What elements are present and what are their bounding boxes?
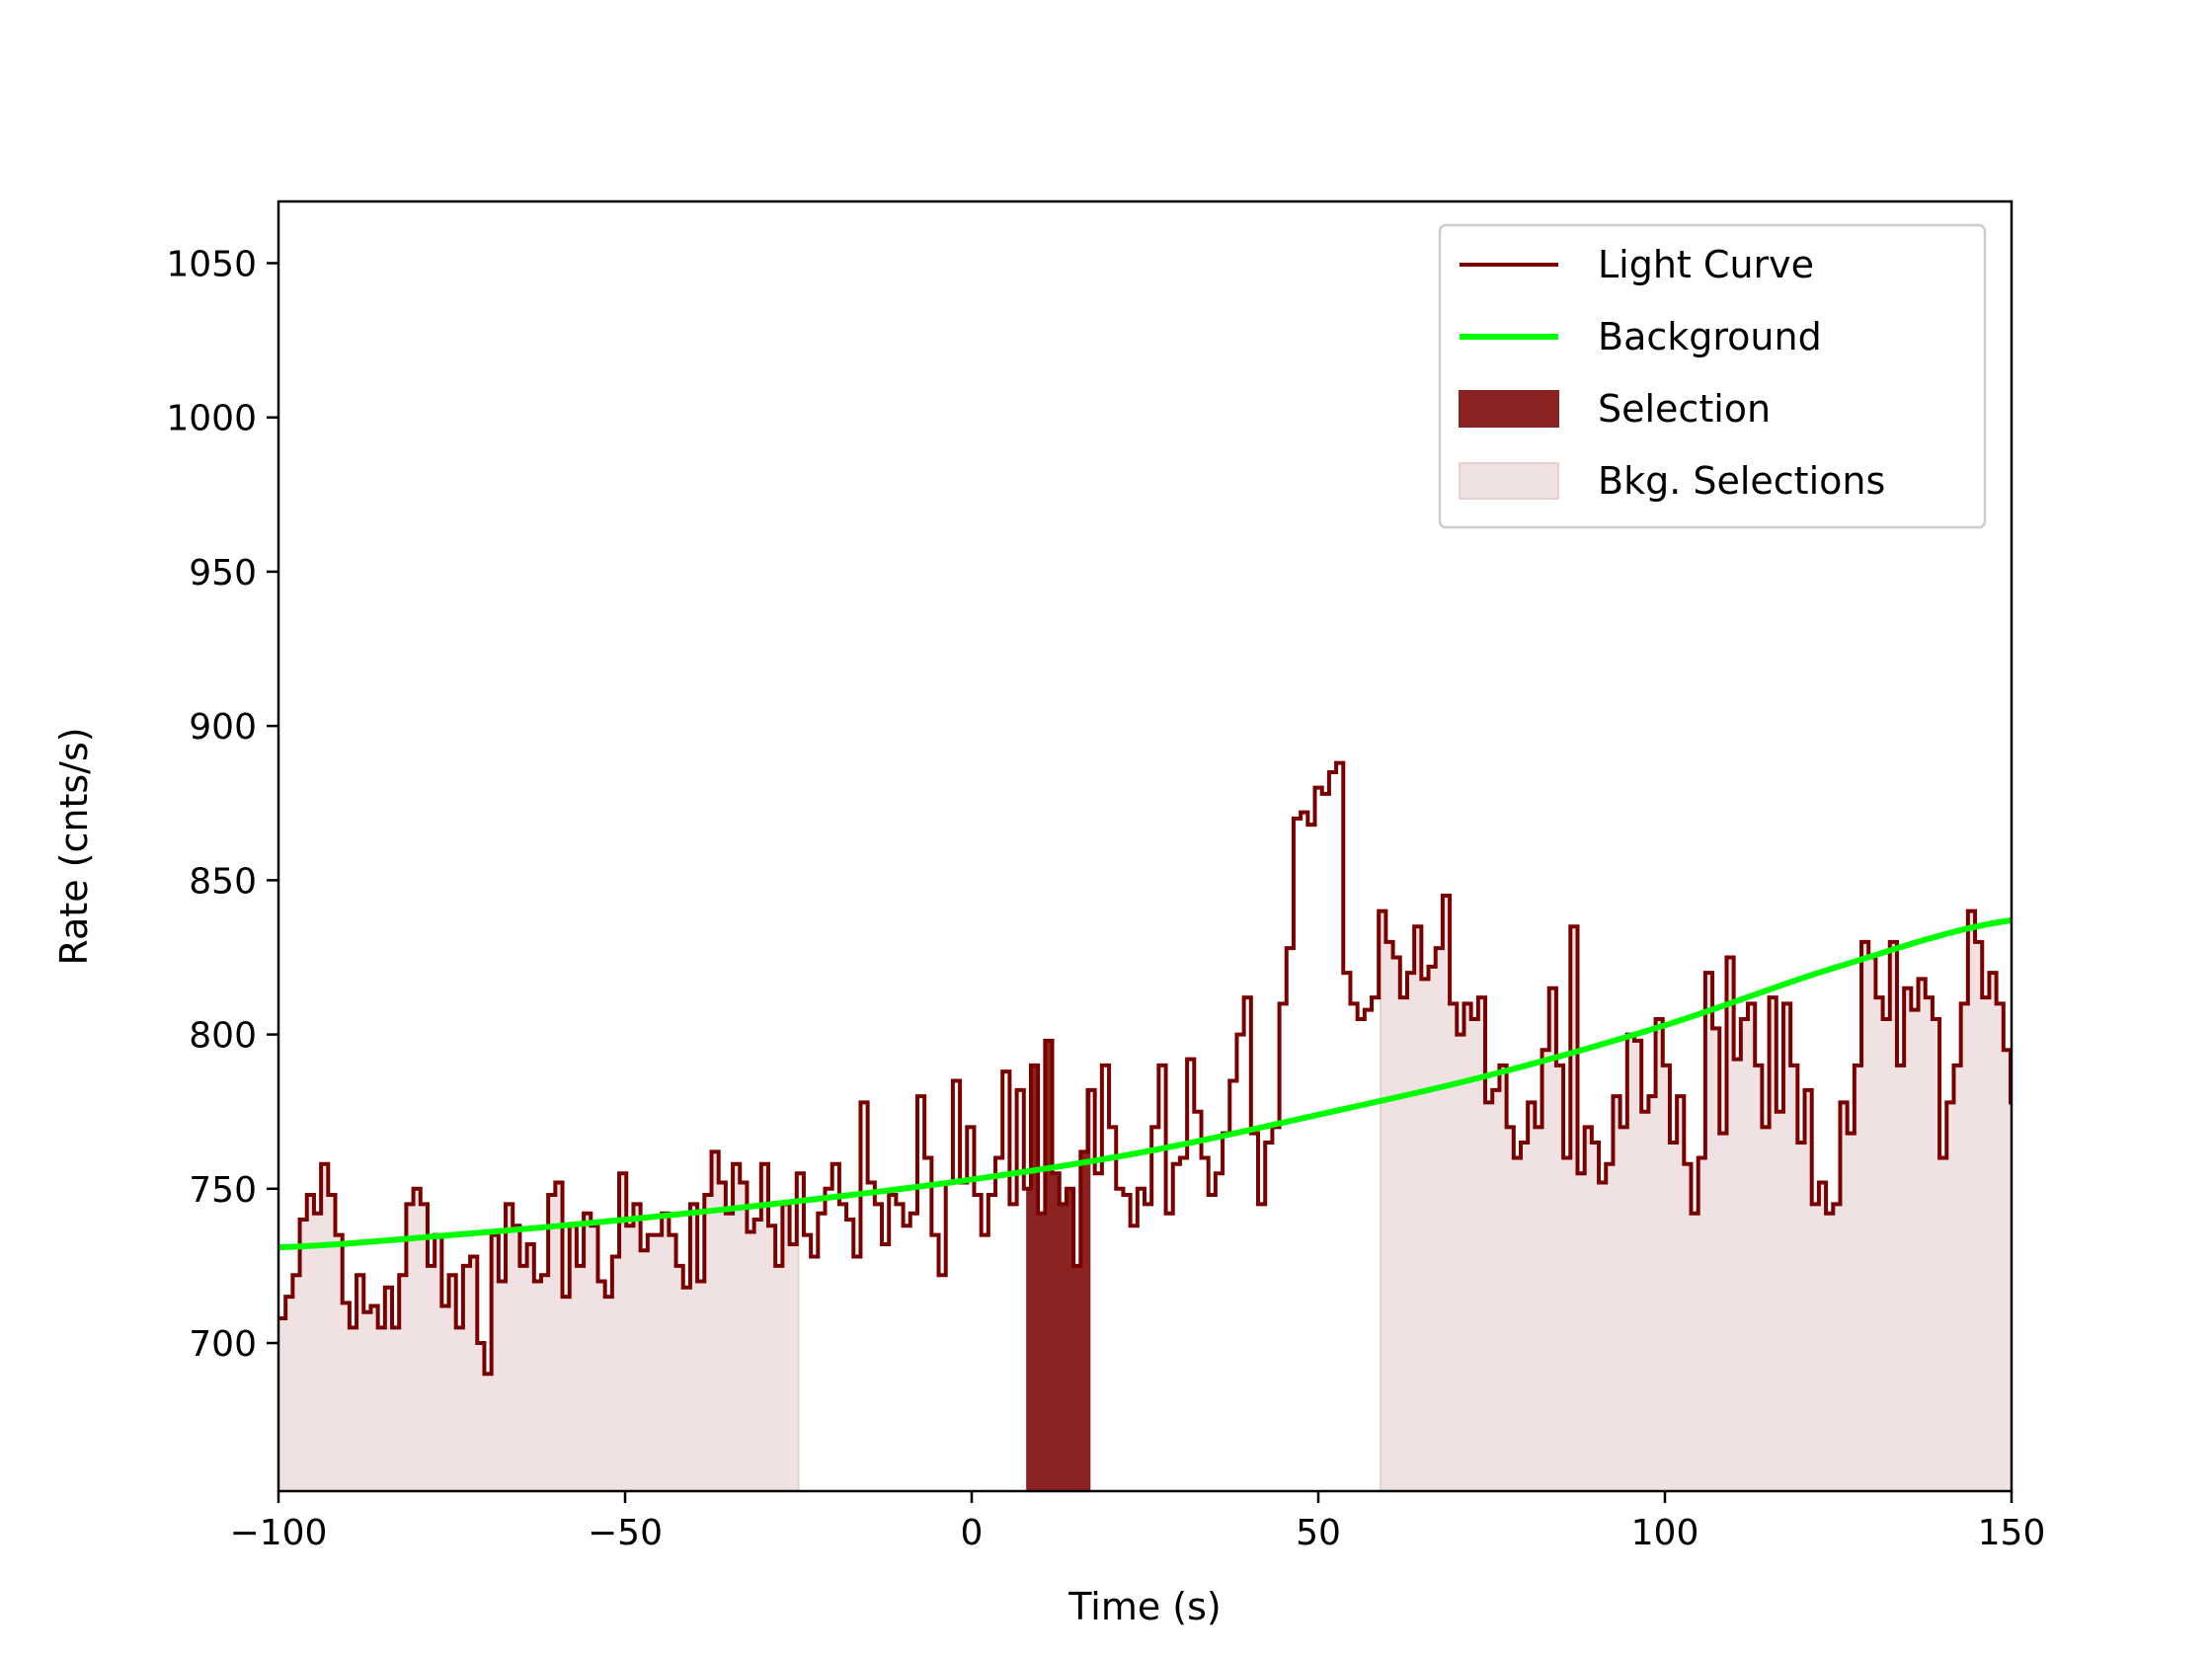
x-tick-label: 150 — [1978, 1513, 2046, 1553]
x-tick-label: −50 — [588, 1513, 663, 1553]
legend-label: Bkg. Selections — [1598, 459, 1885, 503]
legend-swatch-patch — [1459, 390, 1559, 428]
x-tick-label: 0 — [961, 1513, 984, 1553]
background-fit-line — [277, 917, 2013, 1251]
x-tick-label: 50 — [1296, 1513, 1341, 1553]
legend-label: Selection — [1598, 387, 1771, 431]
y-tick-label: 950 — [189, 553, 257, 593]
y-tick-label: 800 — [189, 1016, 257, 1057]
y-tick-label: 700 — [189, 1324, 257, 1365]
light-curve-layer — [278, 760, 2013, 1377]
legend-box — [1438, 223, 1987, 529]
y-tick-label: 900 — [189, 707, 257, 748]
x-axis-label: Time (s) — [1067, 1585, 1222, 1628]
x-tick-label: −100 — [230, 1513, 328, 1553]
x-tick-label: 100 — [1631, 1513, 1699, 1553]
legend-label: Background — [1598, 315, 1822, 358]
legend-label: Light Curve — [1598, 243, 1814, 286]
legend: Light Curve Background Selection Bkg. Selec… — [1438, 223, 1987, 529]
light-curve-line — [278, 760, 2013, 1377]
plot-frame — [276, 199, 2014, 1493]
y-axis-ticks: 700 750 800 850 900 950 1000 1050 — [166, 244, 278, 1365]
y-axis-label: Rate (cnts/s) — [52, 727, 96, 965]
y-tick-label: 750 — [189, 1170, 257, 1211]
background-fit-layer — [277, 917, 2013, 1251]
legend-swatch-patch — [1459, 462, 1559, 500]
y-tick-label: 1000 — [166, 399, 257, 439]
y-tick-label: 850 — [189, 861, 257, 902]
x-axis-ticks: −100 −50 0 50 100 150 — [230, 1491, 2046, 1553]
y-tick-label: 1050 — [166, 244, 257, 284]
